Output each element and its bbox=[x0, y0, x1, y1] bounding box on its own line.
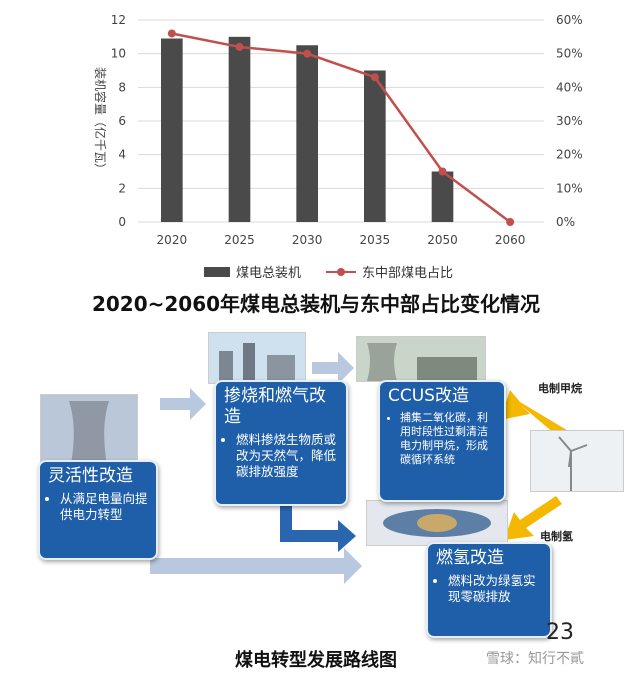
panel-flexibility-bullet: 从满足电量向提供电力转型 bbox=[60, 491, 150, 523]
bar bbox=[364, 70, 386, 222]
wind-turbine-photo bbox=[530, 430, 624, 492]
x-tick-label: 2060 bbox=[495, 233, 526, 247]
arrow-main-base bbox=[150, 548, 362, 584]
bar bbox=[228, 36, 251, 223]
x-tick-label: 2020 bbox=[157, 233, 188, 247]
arrow-flex-to-cofire bbox=[160, 388, 206, 420]
legend-bar-swatch bbox=[204, 266, 230, 277]
y2-tick-label: 40% bbox=[556, 80, 583, 94]
y2-tick-label: 60% bbox=[556, 13, 583, 27]
x-tick-label: 2050 bbox=[427, 233, 458, 247]
line-point bbox=[167, 29, 176, 38]
panel-ccus: CCUS改造 捕集二氧化碳，利用时段性过剩清洁电力制甲烷，形成碳循环系统 bbox=[378, 380, 506, 502]
page-number: 23 bbox=[546, 620, 574, 645]
y-tick-label: 0 bbox=[118, 215, 126, 229]
panel-cofiring: 掺烧和燃气改造 燃料掺烧生物质或改为天然气，降低碳排放强度 bbox=[214, 380, 348, 506]
bar bbox=[296, 45, 318, 222]
panel-hydrogen: 燃氢改造 燃料改为绿氢实现零碳排放 bbox=[426, 542, 552, 638]
y2-tick-label: 10% bbox=[556, 181, 583, 195]
chart: 0 2 4 6 8 10 12 0% 10% 20% 30% 40% 50% 60% 2020 2025 203… bbox=[93, 13, 583, 247]
y-tick-label: 10 bbox=[111, 47, 126, 61]
cooling-tower-photo bbox=[40, 394, 138, 466]
y2-tick-label: 0% bbox=[556, 215, 575, 229]
panel-hydrogen-bullet: 燃料改为绿氢实现零碳排放 bbox=[448, 573, 544, 605]
x-tick-label: 2035 bbox=[360, 233, 391, 247]
legend-item-line: 东中部煤电占比 bbox=[326, 262, 453, 281]
legend-line-label: 东中部煤电占比 bbox=[362, 266, 454, 281]
y2-tick-label: 30% bbox=[556, 114, 583, 128]
panel-hydrogen-title: 燃氢改造 bbox=[436, 548, 504, 568]
panel-cofiring-bullet: 燃料掺烧生物质或改为天然气，降低碳排放强度 bbox=[236, 432, 340, 480]
roadmap-title: 煤电转型发展路线图 bbox=[235, 650, 397, 671]
line-point bbox=[438, 167, 447, 176]
line-point bbox=[506, 218, 515, 226]
power-plant-photo bbox=[208, 332, 306, 384]
watermark: 雪球：知行不貳 bbox=[486, 651, 584, 667]
y-tick-label: 12 bbox=[111, 13, 126, 27]
y-tick-label: 4 bbox=[118, 148, 126, 162]
arrow-cofire-to-ccus bbox=[312, 352, 354, 384]
panel-flexibility-title: 灵活性改造 bbox=[48, 466, 133, 486]
arrow-cofire-to-turbine bbox=[280, 506, 356, 552]
panel-flexibility: 灵活性改造 从满足电量向提供电力转型 bbox=[38, 460, 158, 560]
y-tick-label: 2 bbox=[118, 181, 126, 195]
label-power-to-hydrogen: 电制氢 bbox=[540, 530, 573, 543]
chart-title: 2020~2060年煤电总装机与东中部占比变化情况 bbox=[91, 292, 541, 316]
gas-turbine-photo bbox=[366, 500, 508, 546]
y-tick-label: 6 bbox=[118, 114, 126, 128]
arrow-hydrogen bbox=[504, 496, 562, 540]
y2-tick-label: 50% bbox=[556, 47, 583, 61]
panel-ccus-title: CCUS改造 bbox=[388, 386, 469, 406]
y-tick-label: 8 bbox=[118, 80, 126, 94]
line-point bbox=[370, 73, 379, 82]
x-tick-label: 2030 bbox=[292, 233, 323, 247]
arrow-methane bbox=[500, 390, 570, 440]
x-tick-label: 2025 bbox=[224, 233, 255, 247]
legend-item-bars: 煤电总装机 bbox=[204, 262, 301, 281]
bar bbox=[161, 38, 183, 223]
industrial-plant-photo bbox=[356, 336, 486, 382]
line-point bbox=[303, 49, 312, 58]
label-power-to-methane: 电制甲烷 bbox=[538, 382, 582, 395]
bar bbox=[431, 171, 454, 222]
y2-tick-label: 20% bbox=[556, 148, 583, 162]
panel-cofiring-title: 掺烧和燃气改造 bbox=[224, 386, 326, 427]
legend-bar-label: 煤电总装机 bbox=[236, 266, 302, 281]
line-point bbox=[235, 42, 244, 51]
legend-line-swatch bbox=[326, 267, 356, 276]
panel-ccus-bullet: 捕集二氧化碳，利用时段性过剩清洁电力制甲烷，形成碳循环系统 bbox=[400, 411, 498, 467]
series-line bbox=[171, 32, 511, 224]
y-axis-label: 装机容量（亿千瓦） bbox=[93, 67, 108, 175]
